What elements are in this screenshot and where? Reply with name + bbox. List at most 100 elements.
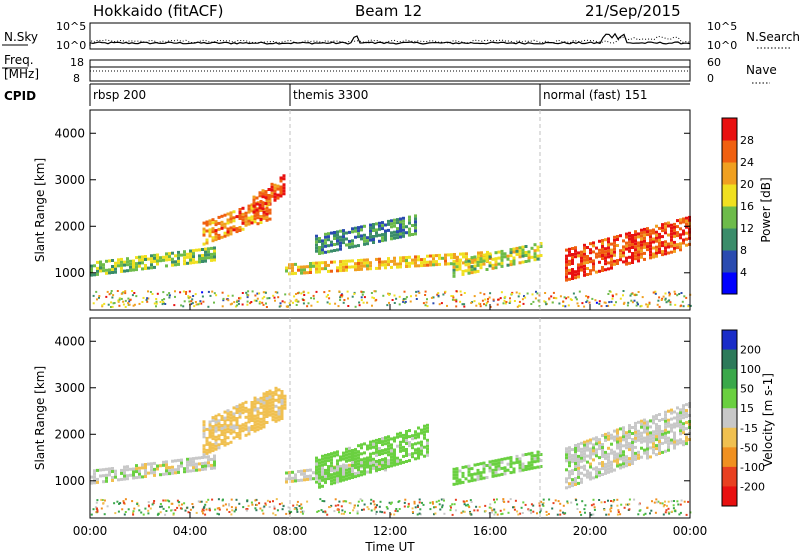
echo-cell <box>459 252 462 256</box>
echo-cell <box>354 475 357 479</box>
noise-cell <box>417 506 419 508</box>
echo-cell <box>262 407 266 411</box>
echo-cell <box>381 236 384 240</box>
echo-cell <box>649 235 652 239</box>
echo-cell <box>646 242 649 246</box>
echo-cell <box>232 219 236 223</box>
echo-cell <box>426 263 429 267</box>
echo-cell <box>637 420 640 424</box>
echo-cell <box>598 468 601 472</box>
echo-cell <box>250 428 254 431</box>
echo-cell <box>411 258 414 262</box>
echo-cell <box>432 254 435 258</box>
echo-cell <box>444 262 447 266</box>
echo-cell <box>637 235 640 239</box>
cpid-segment-label: normal (fast) 151 <box>543 88 647 102</box>
echo-cell <box>583 255 586 259</box>
noise-cell <box>189 296 192 299</box>
echo-cell <box>634 454 637 458</box>
noise-cell <box>418 501 421 504</box>
echo-cell <box>351 242 354 246</box>
echo-cell <box>241 218 245 222</box>
nsky-label: N.Sky <box>4 30 38 44</box>
echo-cell <box>405 436 408 439</box>
echo-cell <box>345 262 348 266</box>
echo-cell <box>318 464 321 468</box>
noise-cell <box>273 507 276 510</box>
echo-cell <box>628 231 631 235</box>
echo-cell <box>482 464 486 468</box>
echo-cell <box>174 459 177 463</box>
noise-cell <box>524 503 527 506</box>
echo-cell <box>268 211 272 215</box>
echo-cell <box>229 416 233 420</box>
echo-cell <box>604 262 607 266</box>
noise-cell <box>96 509 99 512</box>
echo-cell <box>577 263 580 267</box>
echo-cell <box>512 256 516 260</box>
colorbar-swatch <box>722 349 737 370</box>
noise-cell <box>199 300 202 303</box>
echo-cell <box>202 230 206 234</box>
echo-cell <box>670 408 673 412</box>
echo-cell <box>607 467 610 471</box>
noise-cell <box>503 508 506 511</box>
echo-cell <box>482 262 486 266</box>
echo-cell <box>363 261 366 265</box>
noise-cell <box>438 503 441 506</box>
echo-cell <box>318 479 321 483</box>
echo-cell <box>518 255 522 259</box>
echo-cell <box>372 463 375 467</box>
noise-cell <box>171 502 174 505</box>
echo-cell <box>213 255 216 259</box>
echo-cell <box>366 444 369 448</box>
echo-cell <box>565 459 568 463</box>
noise-cell <box>476 509 479 512</box>
noise-cell <box>552 502 555 505</box>
echo-cell <box>366 470 369 474</box>
noise-cell <box>231 294 234 297</box>
echo-cell <box>268 413 272 417</box>
echo-cell <box>369 467 372 471</box>
echo-cell <box>265 212 269 216</box>
echo-cell <box>488 463 492 467</box>
echo-cell <box>571 448 574 452</box>
echo-cell <box>580 450 583 454</box>
echo-cell <box>568 271 571 275</box>
noise-cell <box>545 303 548 306</box>
echo-cell <box>291 476 294 480</box>
echo-cell <box>685 427 688 431</box>
echo-cell <box>279 191 283 195</box>
noise-cell <box>256 297 259 300</box>
echo-cell <box>679 417 682 421</box>
noise-cell <box>334 302 337 305</box>
noise-cell <box>639 509 642 512</box>
echo-cell <box>482 461 486 465</box>
echo-cell <box>208 435 212 439</box>
echo-cell <box>247 414 251 418</box>
echo-cell <box>183 250 186 254</box>
echo-cell <box>426 450 429 454</box>
echo-cell <box>589 447 592 451</box>
echo-cell <box>634 433 637 437</box>
echo-cell <box>667 421 670 425</box>
echo-cell <box>265 197 269 201</box>
noise-cell <box>680 499 683 502</box>
echo-cell <box>491 459 495 463</box>
echo-cell <box>280 396 284 399</box>
echo-cell <box>619 249 622 253</box>
echo-cell <box>189 249 192 253</box>
noise-cell <box>101 499 104 501</box>
echo-cell <box>211 239 215 243</box>
echo-cell <box>399 256 402 260</box>
echo-cell <box>485 259 489 262</box>
echo-cell <box>270 194 274 198</box>
echo-cell <box>452 265 456 269</box>
echo-cell <box>114 261 117 265</box>
echo-cell <box>670 429 673 433</box>
noise-cell <box>645 303 648 306</box>
echo-cell <box>217 446 221 450</box>
echo-cell <box>408 453 411 457</box>
echo-cell <box>250 416 254 419</box>
echo-cell <box>655 435 658 439</box>
